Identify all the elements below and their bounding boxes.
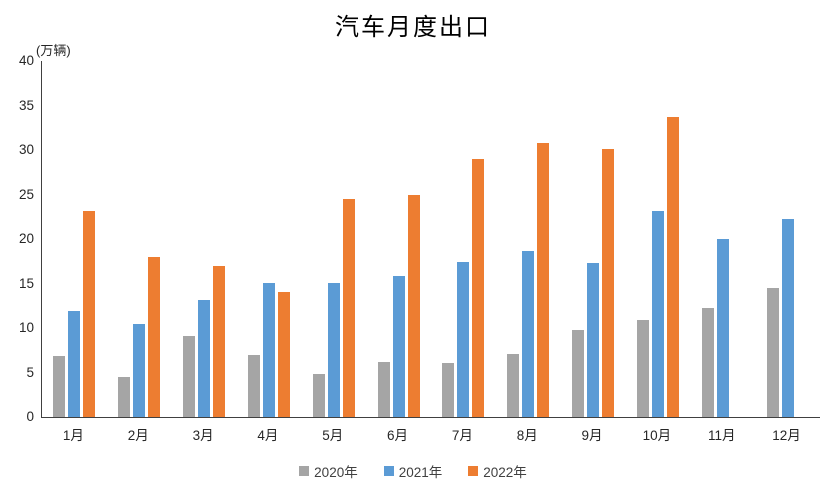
month-group-4月: [236, 61, 301, 417]
legend-label-2022: 2022年: [483, 465, 527, 480]
month-group-1月: [42, 61, 107, 417]
bar-2021年-2月: [133, 323, 146, 417]
x-tick-label-4月: 4月: [257, 428, 279, 443]
x-tick-label-2月: 2月: [127, 428, 149, 443]
bar-2021年-12月: [781, 218, 794, 417]
bar-2020年-4月: [247, 354, 260, 417]
month-group-11月: [690, 61, 755, 417]
y-tick-label-15: 15: [18, 275, 34, 291]
bar-2021年-7月: [457, 262, 470, 417]
x-tick-label-6月: 6月: [387, 428, 409, 443]
y-tick-label-30: 30: [18, 142, 34, 157]
legend-item-2020: 2020年: [299, 461, 358, 481]
bar-2022年-7月: [472, 158, 485, 417]
bar-2021年-11月: [716, 239, 729, 417]
bar-2020年-6月: [377, 361, 390, 417]
legend-swatch-2020: [299, 466, 310, 476]
x-tick-label-5月: 5月: [322, 428, 344, 443]
month-group-7月: [431, 61, 496, 417]
y-tick-label-5: 5: [26, 364, 34, 380]
month-group-2月: [107, 61, 172, 417]
month-group-8月: [496, 61, 561, 417]
x-tick-label-1月: 1月: [62, 428, 84, 443]
legend-label-2020: 2020年: [314, 465, 358, 480]
bar-2021年-9月: [587, 263, 600, 417]
bar-2022年-2月: [148, 256, 161, 417]
legend-swatch-2022: [468, 466, 479, 476]
x-tick-label-10月: 10月: [642, 428, 672, 443]
legend: 2020年 2021年 2022年: [0, 461, 826, 481]
bar-2020年-5月: [312, 374, 325, 417]
bar-2021年-6月: [392, 276, 405, 417]
y-tick-label-20: 20: [18, 231, 34, 246]
bar-2021年-4月: [262, 282, 275, 417]
x-tick-label-3月: 3月: [192, 428, 214, 443]
bar-2021年-5月: [327, 282, 340, 417]
month-group-9月: [561, 61, 626, 417]
bar-2020年-12月: [766, 287, 779, 417]
legend-swatch-2021: [383, 466, 394, 476]
month-group-3月: [172, 61, 237, 417]
bar-2022年-3月: [213, 265, 226, 417]
x-tick-label-8月: 8月: [516, 428, 538, 443]
bar-2020年-8月: [507, 353, 520, 417]
bar-2020年-7月: [442, 362, 455, 417]
y-tick-label-10: 10: [18, 320, 34, 335]
x-tick-label-9月: 9月: [581, 428, 603, 443]
bar-2020年-1月: [53, 356, 66, 417]
x-axis-labels: 1月 2月 3月 4月 5月 6月 7月 8月 9月 10月 11月 12月: [41, 424, 819, 444]
bar-2022年-9月: [602, 149, 615, 417]
bar-2021年-3月: [198, 299, 211, 417]
x-tick-label-11月: 11月: [707, 428, 736, 443]
chart-title: 汽车月度出口: [335, 14, 491, 41]
bar-2022年-5月: [342, 198, 355, 417]
bar-2021年-10月: [651, 211, 664, 417]
month-group-10月: [625, 61, 690, 417]
y-tick-label-0: 0: [26, 409, 34, 424]
bar-2020年-3月: [183, 336, 196, 417]
plot-area: [41, 61, 820, 418]
bar-2020年-2月: [118, 376, 131, 417]
legend-label-2021: 2021年: [398, 465, 443, 480]
x-tick-label-12月: 12月: [772, 428, 801, 443]
bar-2020年-10月: [636, 320, 649, 417]
legend-item-2021: 2021年: [383, 461, 443, 481]
legend-item-2022: 2022年: [468, 461, 527, 481]
y-tick-label-35: 35: [18, 97, 34, 113]
bar-2022年-1月: [83, 211, 96, 417]
y-tick-label-25: 25: [18, 186, 34, 202]
bar-2022年-6月: [407, 195, 420, 417]
y-tick-label-40: 40: [18, 53, 34, 68]
month-group-6月: [366, 61, 431, 417]
bar-2020年-9月: [572, 329, 585, 417]
bar-2022年-10月: [666, 117, 679, 417]
bar-2021年-8月: [522, 250, 535, 417]
y-axis-unit-label: (万辆): [36, 43, 71, 58]
bar-2022年-4月: [277, 291, 290, 417]
month-group-5月: [301, 61, 366, 417]
month-group-12月: [755, 61, 820, 417]
x-tick-label-7月: 7月: [451, 428, 473, 443]
bar-2021年-1月: [68, 311, 81, 417]
bar-2020年-11月: [701, 308, 714, 417]
bar-2022年-8月: [537, 142, 550, 417]
